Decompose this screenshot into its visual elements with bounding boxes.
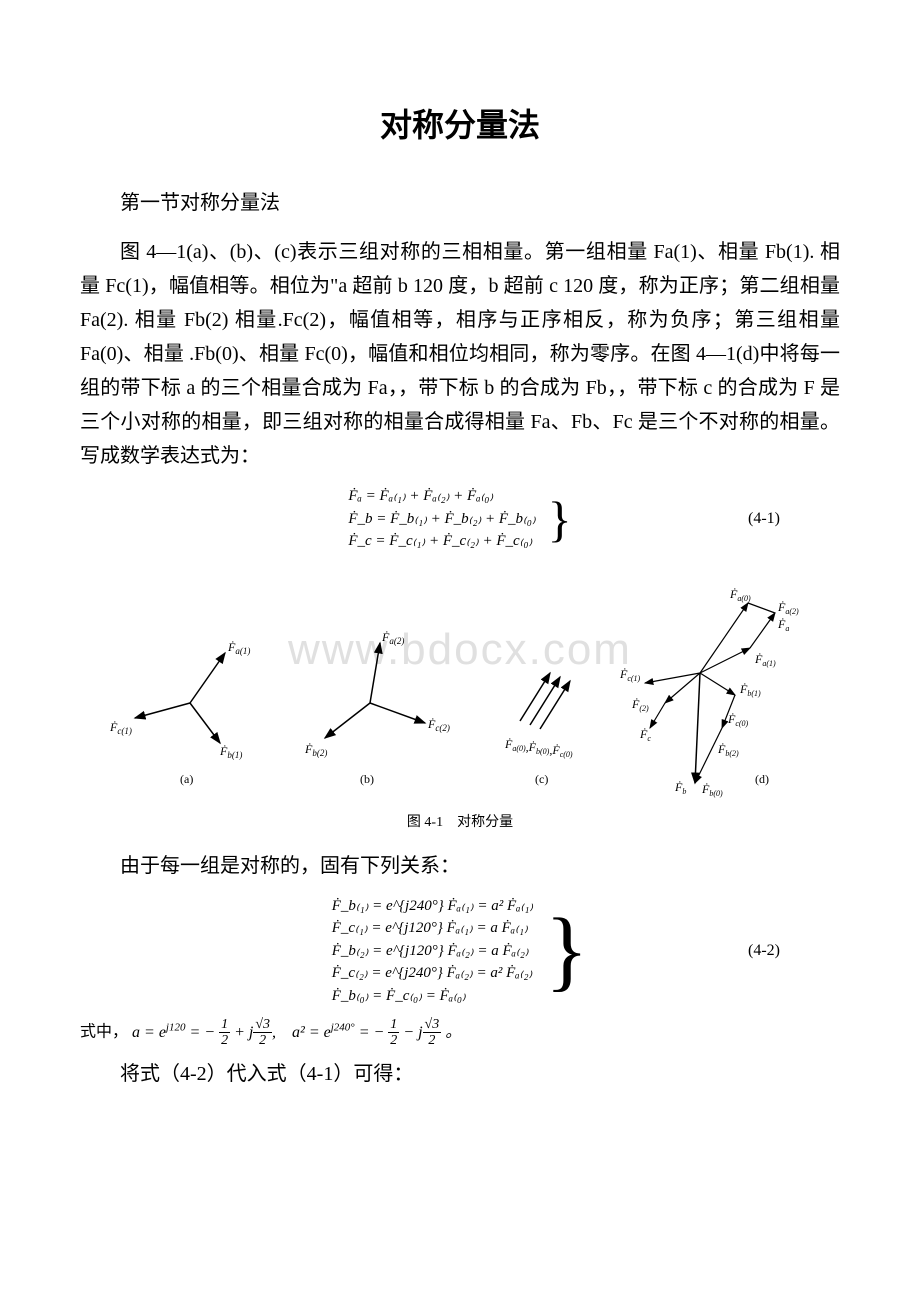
svg-text:Ḟa(1): Ḟa(1) [227,640,250,656]
equation-note: 式中， a = ej120 = − 12 + j√32, a² = ej240°… [80,1017,840,1049]
eq42-number: (4-2) [748,942,780,960]
section-header: 第一节对称分量法 [80,186,840,215]
svg-text:(c): (c) [535,772,548,786]
svg-text:Ḟc: Ḟc [639,727,651,743]
equation-4-1: Ḟₐ = Ḟₐ₍₁₎ + Ḟₐ₍₂₎ + Ḟₐ₍₀₎ Ḟ_b = Ḟ_b₍₁₎ … [80,485,840,553]
svg-text:Ḟc(2): Ḟc(2) [427,717,450,733]
eq42-line3: Ḟ_b₍₂₎ = e^{j120°} Ḟₐ₍₂₎ = a Ḟₐ₍₂₎ [332,943,529,959]
svg-text:Ḟb(2): Ḟb(2) [304,742,327,758]
svg-text:Ḟc(1): Ḟc(1) [619,667,641,683]
svg-text:(b): (b) [360,772,374,786]
eq42-line4: Ḟ_c₍₂₎ = e^{j240°} Ḟₐ₍₂₎ = a² Ḟₐ₍₂₎ [332,965,533,981]
svg-text:Ḟa(2): Ḟa(2) [777,600,799,616]
eq-note-prefix: 式中， [80,1024,128,1041]
svg-text:Ḟb(1): Ḟb(1) [739,682,761,698]
svg-text:Ḟa(2): Ḟa(2) [381,630,404,646]
paragraph-2: 由于每一组是对称的，固有下列关系： [80,849,840,883]
svg-text:Ḟc(1): Ḟc(1) [109,720,132,736]
paragraph-1: 图 4—1(a)、(b)、(c)表示三组对称的三相相量。第一组相量 Fa(1)、… [80,235,840,473]
figure-4-1: Ḟa(1) Ḟb(1) Ḟc(1) (a) Ḟa(2) Ḟc(2) Ḟb(2) … [80,573,840,831]
eq-note-a: a = ej120 = − 12 + j√32, a² = ej240° = −… [132,1024,461,1041]
eq42-line5: Ḟ_b₍₀₎ = Ḟ_c₍₀₎ = Ḟₐ₍₀₎ [332,988,466,1004]
eq42-line2: Ḟ_c₍₁₎ = e^{j120°} Ḟₐ₍₁₎ = a Ḟₐ₍₁₎ [332,920,528,936]
equation-brace-icon: } [548,494,572,544]
figure-caption: 图 4-1 对称分量 [80,811,840,831]
svg-text:Ḟb(2): Ḟb(2) [717,742,739,758]
svg-text:Ḟb(1): Ḟb(1) [219,744,242,760]
page-title: 对称分量法 [80,100,840,146]
svg-text:(d): (d) [755,772,769,786]
eq42-line1: Ḟ_b₍₁₎ = e^{j240°} Ḟₐ₍₁₎ = a² Ḟₐ₍₁₎ [332,898,533,914]
equation-brace-icon: } [545,906,588,996]
eq41-line1: Ḟₐ = Ḟₐ₍₁₎ + Ḟₐ₍₂₎ + Ḟₐ₍₀₎ [348,488,493,504]
svg-text:Ḟa(0): Ḟa(0) [729,587,751,603]
paragraph-3: 将式（4-2）代入式（4-1）可得： [80,1057,840,1091]
svg-text:Ḟ(2): Ḟ(2) [631,697,649,713]
eq41-number: (4-1) [748,510,780,528]
svg-text:Ḟb(0): Ḟb(0) [701,782,723,798]
eq41-line2: Ḟ_b = Ḟ_b₍₁₎ + Ḟ_b₍₂₎ + Ḟ_b₍₀₎ [348,511,535,527]
svg-text:Ḟa: Ḟa [777,617,789,633]
eq41-line3: Ḟ_c = Ḟ_c₍₁₎ + Ḟ_c₍₂₎ + Ḟ_c₍₀₎ [348,533,532,549]
svg-text:Ḟb: Ḟb [674,780,686,796]
svg-text:Ḟc(0): Ḟc(0) [727,712,749,728]
svg-text:(a): (a) [180,772,193,786]
equation-4-2: Ḟ_b₍₁₎ = e^{j240°} Ḟₐ₍₁₎ = a² Ḟₐ₍₁₎ Ḟ_c₍… [80,895,840,1008]
svg-text:Ḟa(1): Ḟa(1) [754,652,776,668]
svg-text:Ḟa(0),Ḟb(0),Ḟc(0): Ḟa(0),Ḟb(0),Ḟc(0) [504,737,573,759]
